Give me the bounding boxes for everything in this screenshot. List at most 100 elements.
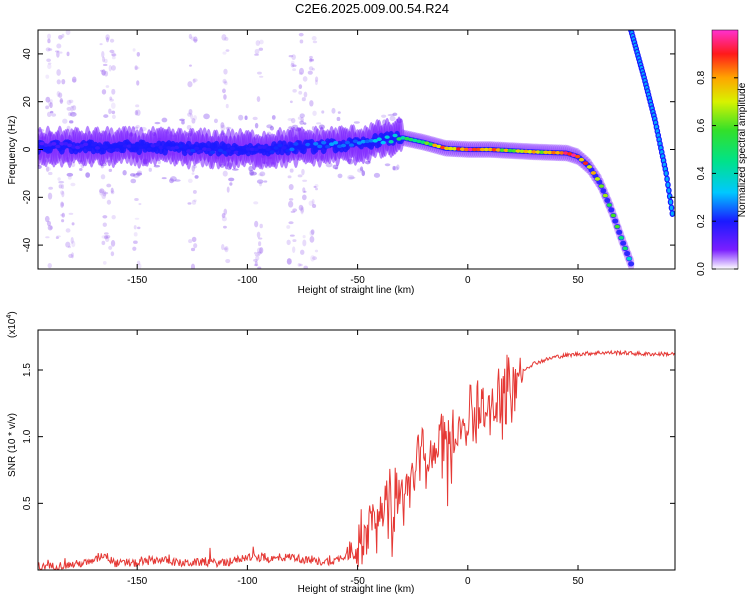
noise-blob [290, 210, 296, 213]
spectrogram-ylabel: Frequency (Hz) [7, 116, 18, 185]
noise-blob [220, 122, 225, 129]
trace-peak [392, 133, 398, 138]
trace-peak [273, 146, 279, 150]
trace-peak [400, 136, 406, 140]
noise-blob [65, 30, 71, 36]
noise-blob [313, 185, 317, 188]
trace-peak [348, 143, 355, 147]
noise-blob [254, 53, 259, 56]
noise-blob [221, 243, 225, 251]
noise-blob [286, 225, 291, 229]
noise-blob [192, 78, 196, 84]
noise-blob [298, 72, 303, 75]
noise-blob [238, 114, 244, 121]
trace-peak [138, 145, 144, 150]
trace-peak [102, 145, 109, 149]
noise-blob [60, 190, 64, 195]
noise-blob [59, 99, 64, 103]
trace-peak [158, 145, 164, 150]
secondary-trace [628, 30, 675, 218]
trace-peak [356, 141, 362, 145]
trace-peak [79, 144, 85, 148]
trace-peak [162, 145, 168, 149]
noise-blob [70, 182, 76, 187]
noise-blob [225, 103, 229, 109]
trace-peak [372, 139, 378, 143]
noise-blob [302, 187, 306, 193]
colorbar-label: Normalized spectral amplitude [737, 82, 748, 217]
trace-peak [67, 143, 73, 148]
noise-blob [314, 79, 318, 86]
noise-blob [392, 165, 396, 171]
noise-blob [102, 56, 106, 63]
noise-blob [299, 120, 305, 125]
noise-blob [129, 173, 136, 177]
trace-peak [166, 146, 172, 150]
noise-blob [154, 121, 161, 125]
trace-peak [404, 136, 410, 141]
noise-blob [174, 179, 181, 182]
trace-peak [253, 147, 259, 152]
trace-peak [293, 142, 299, 146]
trace-peak [47, 143, 53, 147]
noise-blob [191, 172, 195, 175]
noise-blob [303, 265, 309, 269]
trace-peak [384, 135, 390, 139]
noise-blob [220, 124, 226, 131]
noise-blob [259, 223, 263, 229]
trace-peak [83, 142, 89, 147]
trace-peak [209, 150, 216, 155]
noise-blob [309, 55, 313, 59]
noise-blob [187, 202, 192, 205]
trace-peak [515, 149, 521, 153]
trace-peak [59, 141, 65, 146]
noise-blob [71, 252, 74, 259]
noise-blob [193, 39, 198, 42]
noise-blob [223, 68, 228, 75]
noise-blob [134, 66, 140, 70]
trace-peak [261, 145, 267, 149]
noise-blob [71, 222, 75, 226]
trace-peak [622, 246, 628, 251]
noise-blob [190, 247, 196, 252]
noise-blob [103, 58, 108, 64]
noise-blob [58, 180, 65, 184]
noise-blob [392, 112, 398, 117]
noise-blob [289, 234, 295, 237]
snr-xtick-label: -50 [350, 576, 365, 587]
noise-blob [188, 239, 193, 244]
noise-blob [61, 190, 65, 198]
trace-peak [75, 145, 81, 150]
noise-blob [110, 187, 114, 194]
trace-peak [535, 150, 541, 154]
trace-peak [281, 145, 287, 150]
noise-blob [315, 187, 318, 191]
colorbar: 0.0 0.2 0.4 0.6 0.8 Normalized spectral ampl… [696, 29, 748, 276]
noise-blob [57, 177, 61, 181]
trace-peak [213, 147, 220, 152]
noise-blob [290, 117, 296, 124]
trace-peak [487, 147, 493, 152]
noise-blob [389, 115, 396, 122]
noise-blob [254, 260, 258, 267]
trace-peak [567, 152, 573, 156]
trace-peak [463, 147, 470, 152]
spectrogram-xtick-label: 0 [465, 275, 471, 286]
noise-blob [288, 221, 294, 225]
trace-peak [491, 147, 497, 152]
noise-blob [244, 115, 248, 120]
secondary-peak [665, 176, 669, 182]
snr-multiplier-exp: 4 [6, 315, 13, 319]
noise-blob [226, 126, 232, 130]
noise-blob [46, 111, 52, 118]
trace-core [616, 229, 623, 235]
noise-blob [101, 240, 106, 246]
noise-blob [108, 245, 113, 250]
noise-blob [111, 53, 117, 57]
noise-blob [110, 240, 116, 247]
noise-blob [60, 201, 64, 208]
noise-blob [187, 112, 192, 117]
noise-blob [59, 97, 63, 104]
trace-peak [332, 140, 339, 145]
trace-peak [249, 147, 255, 152]
